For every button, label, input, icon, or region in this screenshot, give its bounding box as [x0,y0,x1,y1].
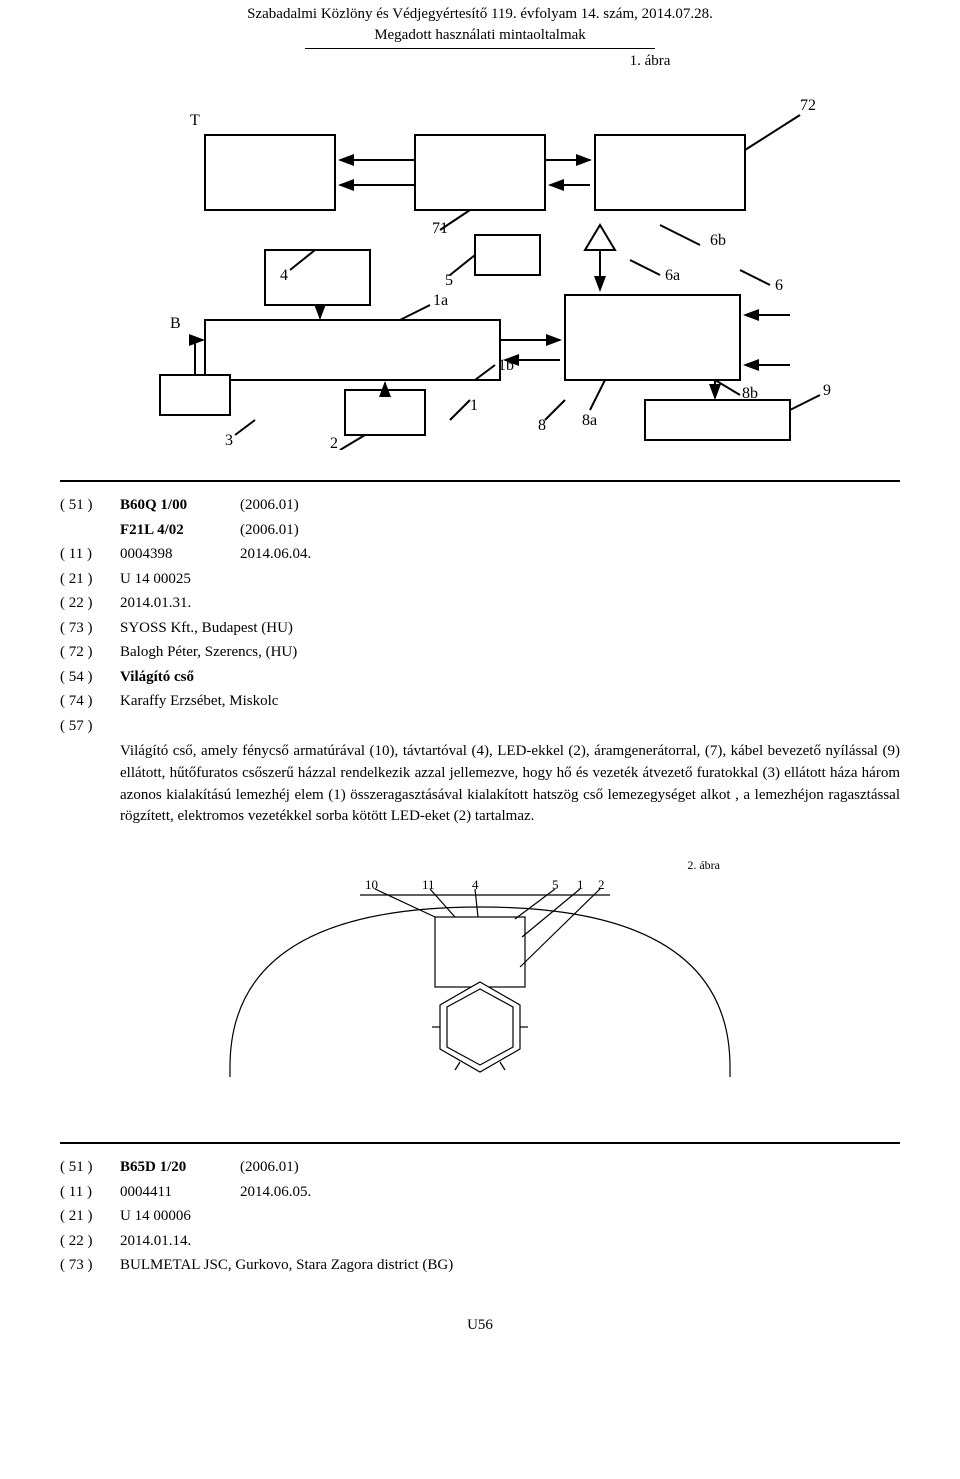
svg-text:72: 72 [800,97,816,114]
field-22-val: 2014.01.31. [120,592,191,615]
svg-text:2: 2 [598,877,605,892]
svg-text:2: 2 [330,435,338,450]
figure1-label: 1. ábra [400,53,900,70]
svg-text:8a: 8a [582,412,597,429]
field-57-code: ( 57 ) [60,715,120,738]
page-header: Szabadalmi Közlöny és Védjegyértesítő 11… [60,0,900,49]
e2-field-51-code: ( 51 ) [60,1156,120,1179]
header-line1: Szabadalmi Közlöny és Védjegyértesítő 11… [60,4,900,25]
field-11-val: 0004398 [120,543,240,566]
svg-text:T: T [190,112,200,129]
e2-field-21-val: U 14 00006 [120,1205,191,1228]
page-footer: U56 [60,1317,900,1354]
field-73-code: ( 73 ) [60,617,120,640]
e2-field-22-code: ( 22 ) [60,1230,120,1253]
field-51-class-a: B60Q 1/00 [120,494,240,517]
svg-text:1b: 1b [498,357,514,374]
header-underline [305,48,655,49]
e2-field-22-val: 2014.01.14. [120,1230,191,1253]
svg-text:71: 71 [432,220,448,237]
e2-field-51-year: (2006.01) [240,1156,299,1179]
e2-field-11-date: 2014.06.05. [240,1181,311,1204]
field-72-val: Balogh Péter, Szerencs, (HU) [120,641,297,664]
svg-text:9: 9 [823,382,831,399]
figure1-diagram: T 72 71 6b 6 6a 5 4 B 1a 1b 1 2 3 8 8a 8… [120,80,840,450]
field-72-code: ( 72 ) [60,641,120,664]
svg-text:5: 5 [445,272,453,289]
figure2-label: 2. ábra [60,858,720,873]
svg-text:8: 8 [538,417,546,434]
figure2-wrap: 2. ábra [60,858,900,1112]
field-74-code: ( 74 ) [60,690,120,713]
field-51-year-a: (2006.01) [240,494,299,517]
field-51-year-b: (2006.01) [240,519,299,542]
svg-text:5: 5 [552,877,559,892]
separator-2 [60,1142,900,1144]
svg-text:6: 6 [775,277,783,294]
svg-text:3: 3 [225,432,233,449]
svg-text:1a: 1a [433,292,448,309]
entry-1: ( 51 ) B60Q 1/00 (2006.01) F21L 4/02 (20… [60,494,900,828]
field-73-val: SYOSS Kft., Budapest (HU) [120,617,293,640]
svg-text:B: B [170,315,181,332]
entry-2: ( 51 ) B65D 1/20 (2006.01) ( 11 ) 000441… [60,1156,900,1277]
field-22-code: ( 22 ) [60,592,120,615]
field-74-val: Karaffy Erzsébet, Miskolc [120,690,278,713]
field-54-code: ( 54 ) [60,666,120,689]
field-11-code: ( 11 ) [60,543,120,566]
e2-field-11-val: 0004411 [120,1181,240,1204]
svg-text:6b: 6b [710,232,726,249]
field-51-class-b: F21L 4/02 [120,519,240,542]
abstract-text: Világító cső, amely fénycső armatúrával … [120,741,900,828]
svg-text:1: 1 [577,877,584,892]
svg-text:4: 4 [472,877,479,892]
separator-1 [60,480,900,482]
field-54-val: Világító cső [120,666,194,689]
field-11-date: 2014.06.04. [240,543,311,566]
field-51-code: ( 51 ) [60,494,120,517]
svg-text:11: 11 [422,877,435,892]
svg-text:1: 1 [470,397,478,414]
field-21-val: U 14 00025 [120,568,191,591]
header-line2: Megadott használati mintaoltalmak [60,25,900,46]
svg-text:8b: 8b [742,385,758,402]
e2-field-11-code: ( 11 ) [60,1181,120,1204]
e2-field-73-code: ( 73 ) [60,1254,120,1277]
svg-text:6a: 6a [665,267,680,284]
figure2-diagram: 10 11 4 5 1 2 [200,877,760,1107]
svg-text:10: 10 [365,877,378,892]
e2-field-73-val: BULMETAL JSC, Gurkovo, Stara Zagora dist… [120,1254,453,1277]
svg-text:4: 4 [280,267,288,284]
e2-field-21-code: ( 21 ) [60,1205,120,1228]
e2-field-51-class: B65D 1/20 [120,1156,240,1179]
field-21-code: ( 21 ) [60,568,120,591]
